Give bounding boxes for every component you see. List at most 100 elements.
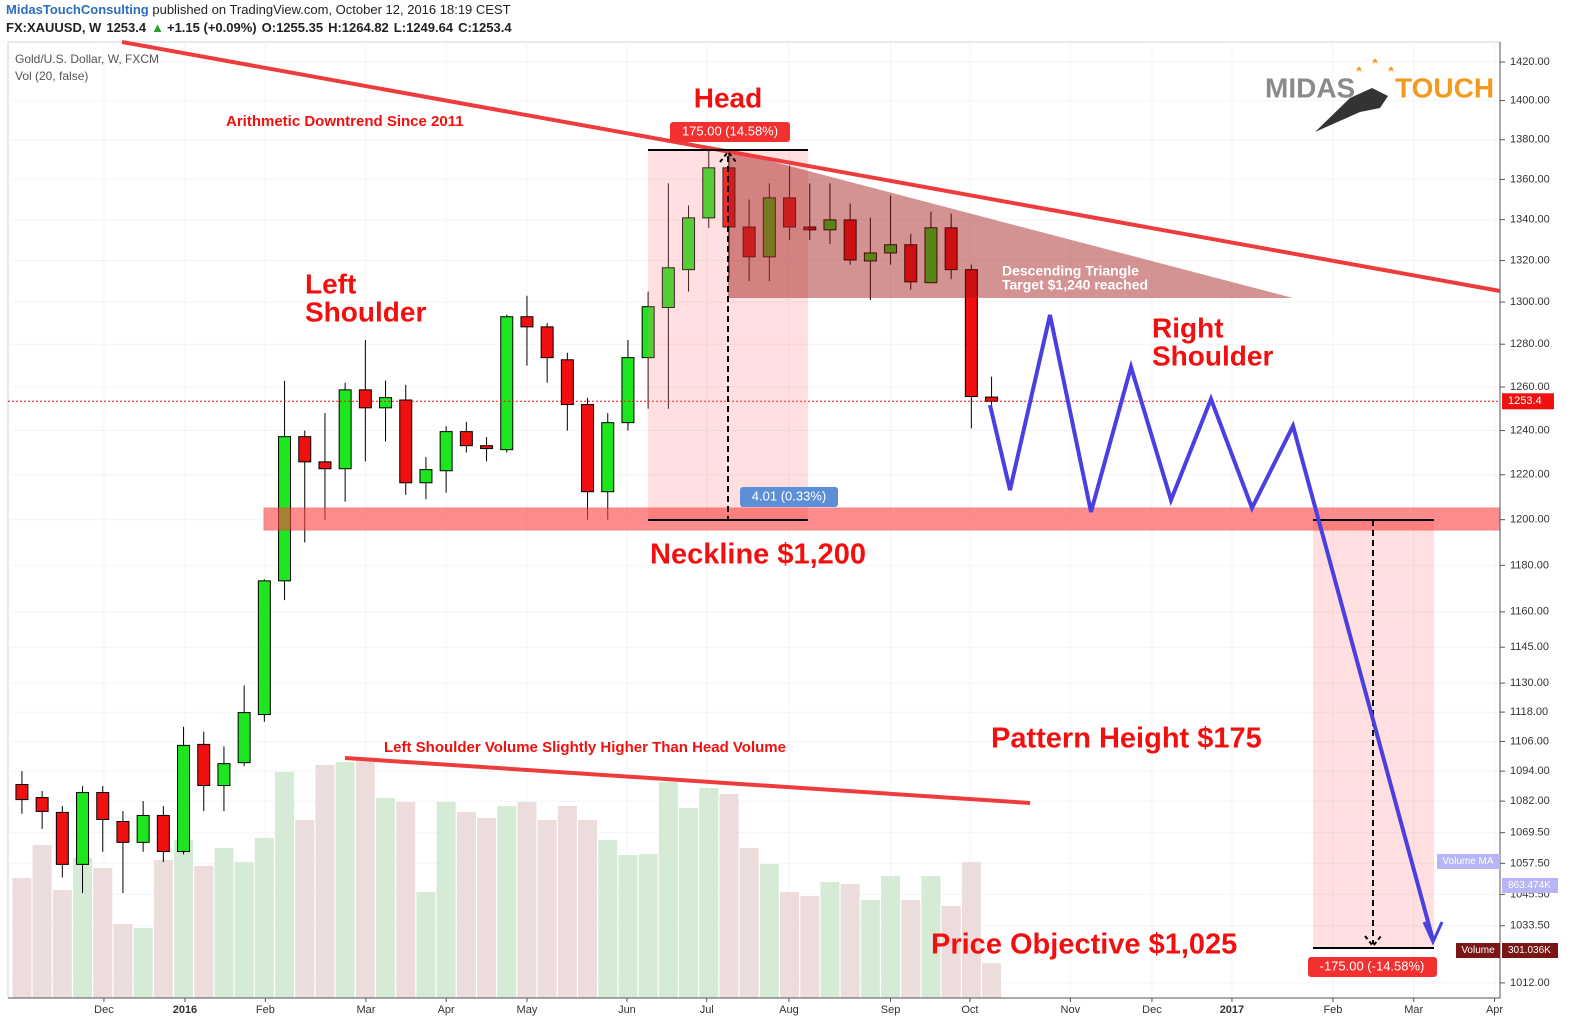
ohlc-label: O: — [262, 20, 276, 35]
annotation: Target $1,240 reached — [1002, 277, 1148, 293]
volume-bar — [901, 900, 921, 998]
volume-bar — [739, 848, 759, 998]
header-line: FX:XAUUSD, W 1253.4 ▲ +1.15 (+0.09%) O:1255.… — [6, 20, 512, 35]
projection-path — [988, 314, 1435, 941]
candle-body — [96, 792, 110, 820]
volume-bar — [254, 837, 274, 998]
volume-ma-value-box — [1502, 878, 1558, 893]
volume-bar — [234, 862, 254, 998]
last-price-box — [1502, 393, 1554, 410]
annotation: Arithmetic Downtrend Since 2011 — [226, 113, 464, 130]
volume-bar — [133, 928, 153, 998]
candle-body — [985, 396, 999, 402]
y-tick-label: 1012.00 — [1510, 977, 1550, 989]
candle-body — [762, 197, 776, 258]
volume-bar — [982, 963, 1002, 998]
chart-ui: Gold/U.S. Dollar, W, FXCM Vol (20, false… — [6, 2, 1558, 1016]
y-tick-label: 1160.00 — [1510, 606, 1549, 618]
volume-bar — [32, 845, 52, 998]
y-tick-label: 1180.00 — [1510, 559, 1549, 571]
descending-triangle — [728, 150, 1293, 298]
candle-body — [823, 219, 837, 231]
candle-body — [197, 743, 211, 787]
volume-bar — [618, 854, 638, 998]
volume-bar — [174, 839, 194, 998]
measure-label-box — [670, 122, 790, 142]
ohlc-value: 1264.82 — [342, 20, 389, 35]
volume-bar — [881, 876, 901, 998]
candle-body — [480, 445, 494, 450]
volume-bar — [73, 858, 93, 998]
candle-body — [863, 252, 877, 262]
annotation: Descending Triangle — [1002, 263, 1139, 279]
candle-body — [520, 316, 534, 328]
candle-body — [803, 226, 817, 231]
logo-star — [1388, 66, 1394, 72]
candle-body — [944, 227, 958, 271]
volume-bar — [860, 900, 880, 998]
candle-body — [661, 267, 675, 309]
candle-body — [439, 431, 453, 472]
change: +1.15 (+0.09%) — [167, 20, 257, 35]
candle-body — [379, 397, 393, 409]
measure-label-box — [1308, 957, 1437, 977]
candle-body — [924, 227, 938, 284]
volume-label-box — [1456, 943, 1500, 958]
y-tick-label: 1360.00 — [1510, 173, 1550, 185]
last-price-label: 1253.4 — [1508, 395, 1542, 407]
x-tick-label: Jun — [618, 1004, 636, 1016]
candle-body — [964, 269, 978, 398]
volume-bar — [638, 853, 658, 998]
volume-ma-label: Volume MA — [1442, 856, 1493, 867]
candle-body — [177, 744, 191, 853]
ohlc-label: L: — [394, 20, 406, 35]
ohlc-value: 1253.4 — [472, 20, 513, 35]
annotation: Price Objective $1,025 — [931, 929, 1237, 961]
annotation: Neckline $1,200 — [650, 539, 866, 571]
candle-body — [55, 811, 69, 865]
candle-body — [500, 316, 514, 451]
y-tick-label: 1400.00 — [1510, 94, 1550, 106]
volume-bar — [578, 820, 598, 998]
volume-ma-value: 863.474K — [1508, 880, 1551, 891]
x-tick-label: Feb — [256, 1004, 275, 1016]
candle-body — [904, 244, 918, 283]
candle-body — [35, 797, 49, 812]
x-tick-label: Apr — [1486, 1004, 1503, 1016]
ohlc-label: H: — [328, 20, 342, 35]
volume-value: 301.036K — [1508, 945, 1551, 956]
volume-bar — [679, 808, 699, 998]
volume-bar — [759, 864, 779, 998]
volume-bar — [335, 761, 355, 998]
volume-bar — [416, 892, 436, 998]
x-tick-label: Feb — [1323, 1004, 1342, 1016]
volume-trend-line — [344, 756, 1031, 805]
logo-text: MIDAS — [1265, 72, 1355, 103]
published: published on TradingView.com, October 12… — [149, 2, 511, 17]
y-tick-label: 1145.00 — [1510, 641, 1549, 653]
volume-bar — [275, 772, 295, 998]
chart-title: Gold/U.S. Dollar, W, FXCM — [15, 52, 159, 66]
measure-label: 175.00 (14.58%) — [682, 123, 778, 138]
volume-bar — [376, 797, 396, 998]
candle-body — [419, 469, 433, 484]
volume-bar — [396, 802, 416, 998]
ohlc-value: 1249.64 — [406, 20, 454, 35]
candle-body — [257, 580, 271, 716]
y-tick-label: 1240.00 — [1510, 424, 1550, 436]
candle-body — [136, 814, 150, 843]
measure-arrow — [1364, 935, 1382, 948]
volume-bar — [719, 794, 739, 998]
x-tick-label: Mar — [356, 1004, 375, 1016]
volume-bar — [780, 892, 800, 998]
candle-body — [682, 217, 696, 271]
x-tick-label: May — [517, 1004, 538, 1016]
volume-ma-box — [1437, 854, 1500, 869]
mark-layer — [8, 149, 1500, 998]
annotation: Right — [1152, 312, 1224, 343]
y-tick-label: 1118.00 — [1510, 706, 1548, 718]
candle-body — [399, 399, 413, 484]
candle-body — [459, 431, 473, 447]
volume-bar — [295, 820, 315, 998]
